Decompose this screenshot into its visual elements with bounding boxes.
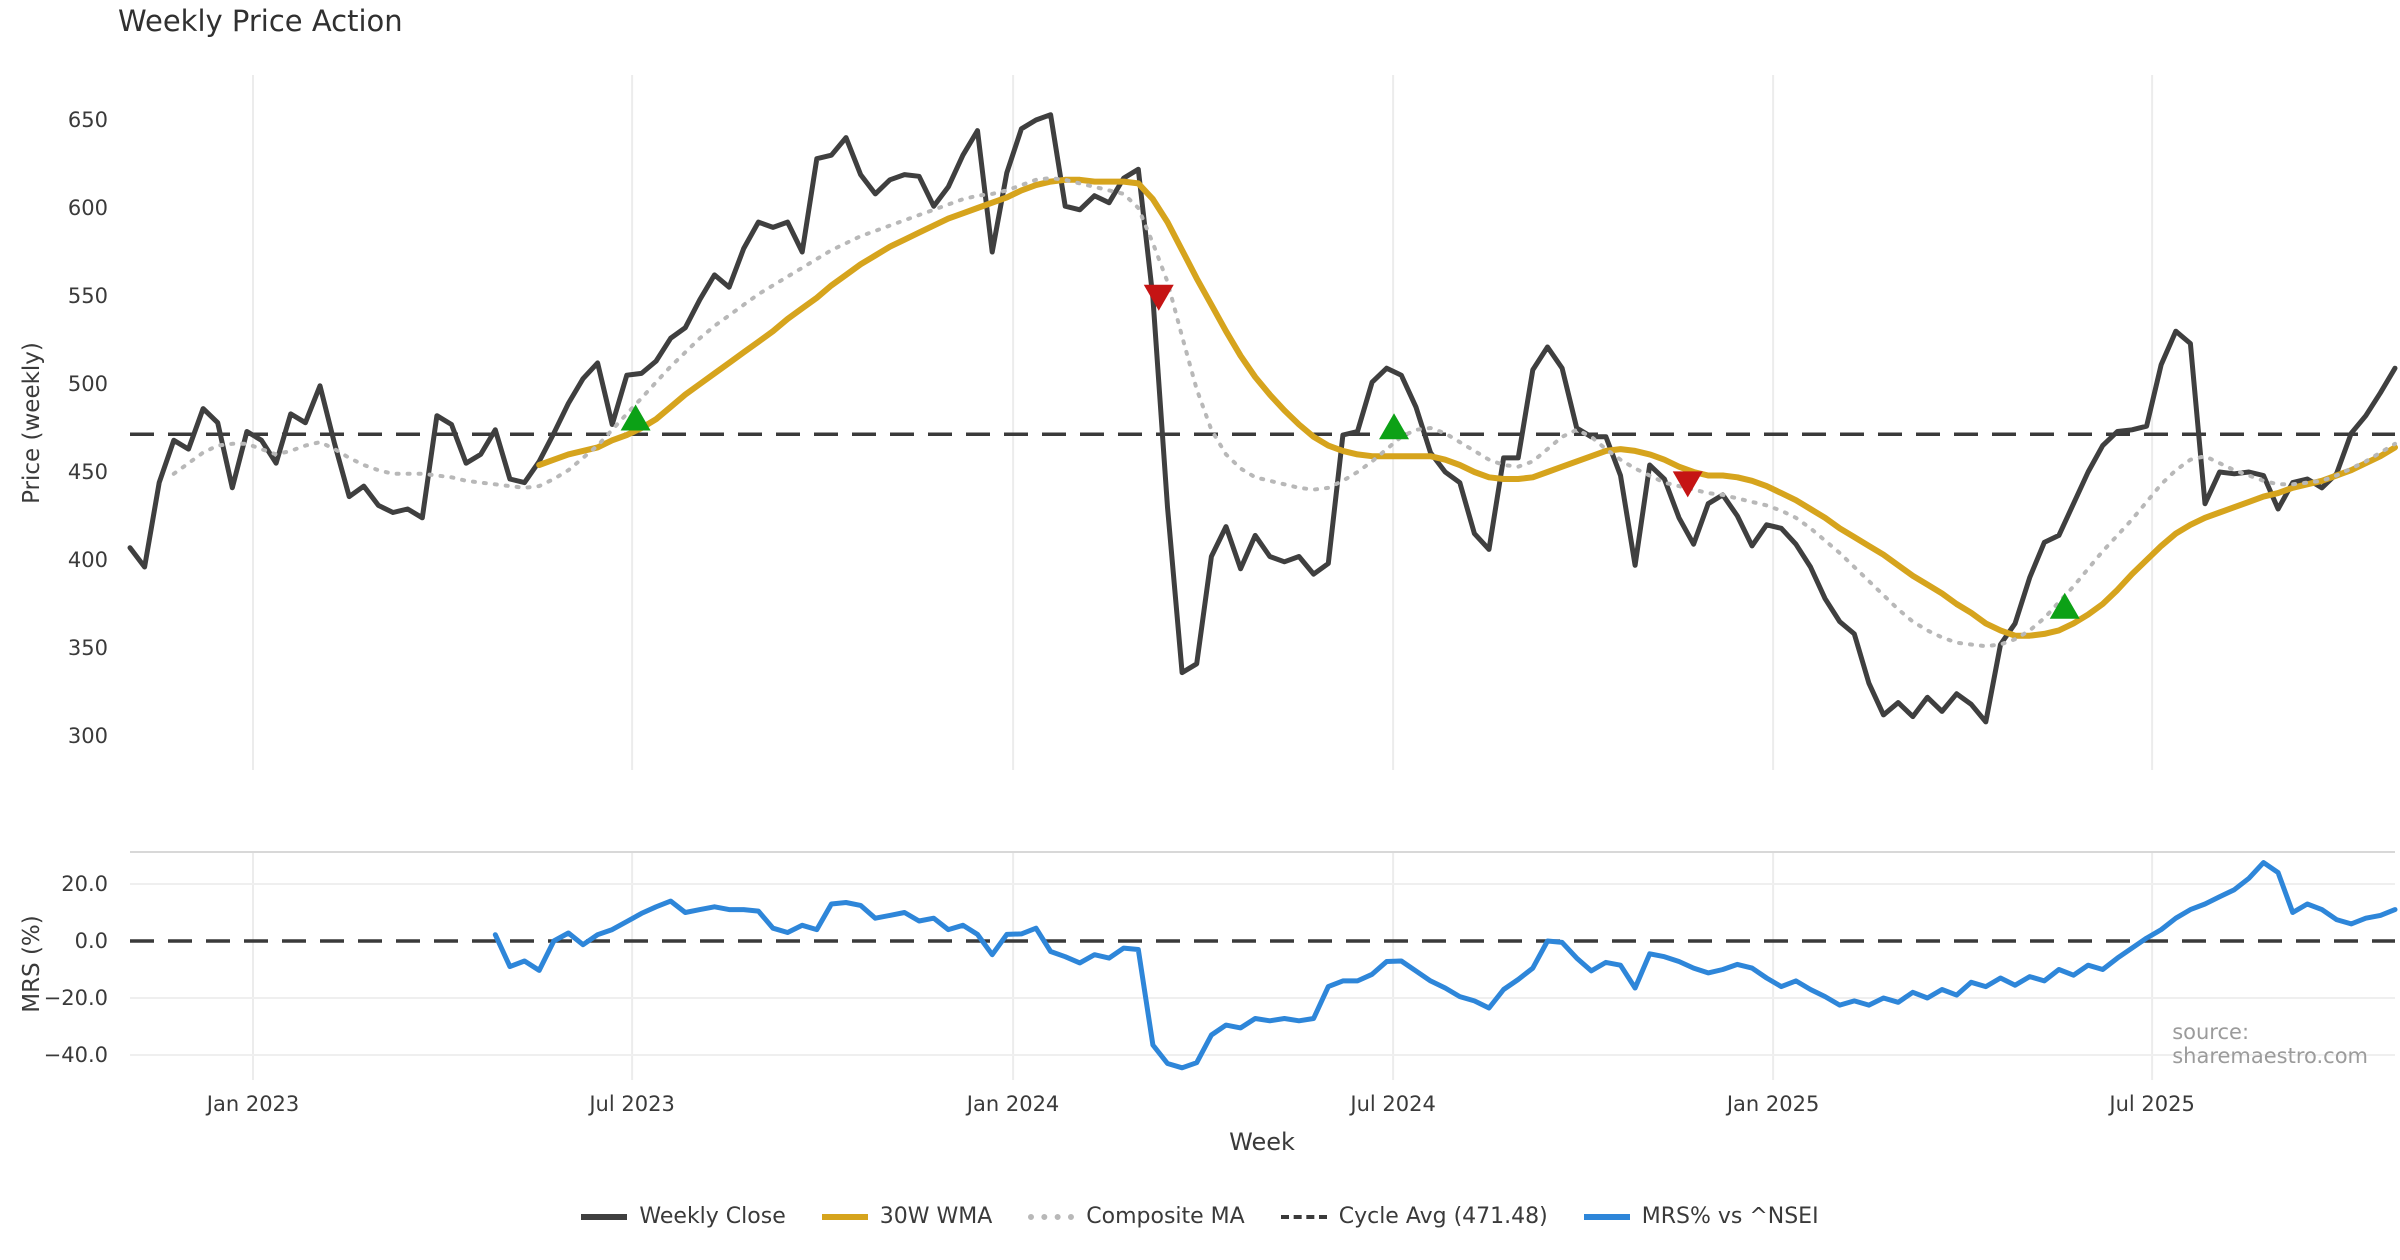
legend-item: MRS% vs ^NSEI <box>1583 1204 1819 1229</box>
buy-marker <box>2049 592 2080 619</box>
weekly-close-line <box>127 112 2398 725</box>
sell-marker <box>1143 284 1174 311</box>
legend-swatch-solid <box>821 1213 868 1220</box>
legend-label: MRS% vs ^NSEI <box>1641 1204 1819 1229</box>
mrs-ytick: 0.0 <box>74 929 108 953</box>
buy-marker <box>1379 413 1410 440</box>
x-tick: Jan 2024 <box>966 1092 1060 1116</box>
legend-swatch-dotted <box>1028 1213 1075 1220</box>
price-axis-label: Price (weekly) <box>19 342 45 504</box>
x-tick: Jan 2025 <box>1726 1092 1820 1116</box>
mrs-ytick: 20.0 <box>61 872 108 896</box>
price-ytick: 450 <box>67 460 108 484</box>
chart-title: Weekly Price Action <box>118 4 403 38</box>
legend-label: Cycle Avg (471.48) <box>1338 1204 1548 1229</box>
price-ytick: 650 <box>67 108 108 132</box>
x-tick: Jul 2025 <box>2109 1092 2195 1116</box>
x-tick: Jan 2023 <box>206 1092 300 1116</box>
legend-item: Composite MA <box>1028 1204 1245 1229</box>
legend-item: Cycle Avg (471.48) <box>1280 1204 1548 1229</box>
mrs-axis-label: MRS (%) <box>19 915 45 1013</box>
legend-item: 30W WMA <box>821 1204 993 1229</box>
legend-item: Weekly Close <box>581 1204 786 1229</box>
price-ytick: 400 <box>67 548 108 572</box>
price-ytick: 500 <box>67 372 108 396</box>
sell-marker <box>1672 471 1703 498</box>
legend-swatch-dashed <box>1280 1214 1327 1219</box>
legend-swatch-solid <box>581 1213 628 1220</box>
legend-label: Weekly Close <box>639 1204 786 1229</box>
mrs-line <box>492 860 2398 1071</box>
legend-label: Composite MA <box>1086 1204 1245 1229</box>
mrs-ytick: −20.0 <box>43 986 108 1010</box>
x-axis-label: Week <box>1229 1128 1295 1156</box>
wma-line <box>536 176 2398 639</box>
x-tick: Jul 2023 <box>589 1092 675 1116</box>
source-credit: source: sharemaestro.com <box>2172 1020 2369 1068</box>
legend-label: 30W WMA <box>879 1204 993 1229</box>
composite-ma-line <box>171 176 2397 649</box>
legend-swatch-solid <box>1583 1213 1630 1220</box>
price-ytick: 600 <box>67 196 108 220</box>
legend: Weekly Close 30W WMA Composite MA Cycle Avg… <box>0 1204 2400 1229</box>
price-ytick: 350 <box>67 636 108 660</box>
price-ytick: 550 <box>67 284 108 308</box>
price-ytick: 300 <box>67 724 108 748</box>
buy-marker <box>620 404 651 431</box>
mrs-ytick: −40.0 <box>43 1043 108 1067</box>
x-tick: Jul 2024 <box>1350 1092 1436 1116</box>
